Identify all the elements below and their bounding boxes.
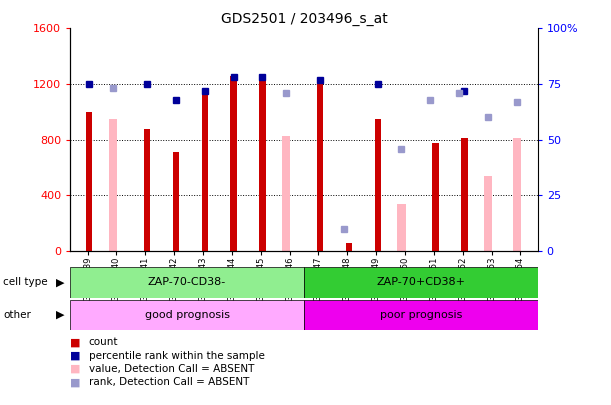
Bar: [86, 112, 92, 251]
Bar: [173, 152, 179, 251]
Text: ZAP-70-CD38-: ZAP-70-CD38-: [148, 277, 226, 288]
Text: ▶: ▶: [56, 277, 64, 288]
Text: ■: ■: [70, 337, 81, 347]
Text: ZAP-70+CD38+: ZAP-70+CD38+: [376, 277, 466, 288]
Bar: [202, 94, 208, 251]
Bar: [346, 243, 352, 251]
Bar: [433, 143, 439, 251]
Bar: [259, 77, 266, 251]
Title: GDS2501 / 203496_s_at: GDS2501 / 203496_s_at: [221, 12, 387, 26]
Text: value, Detection Call = ABSENT: value, Detection Call = ABSENT: [89, 364, 254, 374]
Text: percentile rank within the sample: percentile rank within the sample: [89, 351, 265, 360]
Text: cell type: cell type: [3, 277, 48, 288]
Bar: [144, 129, 150, 251]
Bar: [282, 136, 290, 251]
Bar: [484, 176, 492, 251]
Text: other: other: [3, 310, 31, 320]
Text: ■: ■: [70, 364, 81, 374]
Text: ■: ■: [70, 351, 81, 360]
Bar: [230, 76, 236, 251]
Bar: [513, 139, 521, 251]
Bar: [109, 119, 117, 251]
Bar: [317, 82, 323, 251]
Text: good prognosis: good prognosis: [145, 310, 230, 320]
Bar: [375, 119, 381, 251]
Text: ▶: ▶: [56, 310, 64, 320]
Bar: [304, 300, 538, 330]
Bar: [461, 139, 467, 251]
Text: ■: ■: [70, 377, 81, 387]
Text: count: count: [89, 337, 118, 347]
Text: rank, Detection Call = ABSENT: rank, Detection Call = ABSENT: [89, 377, 249, 387]
Bar: [304, 267, 538, 298]
Bar: [70, 267, 304, 298]
Bar: [70, 300, 304, 330]
Text: poor prognosis: poor prognosis: [379, 310, 462, 320]
Bar: [397, 204, 406, 251]
